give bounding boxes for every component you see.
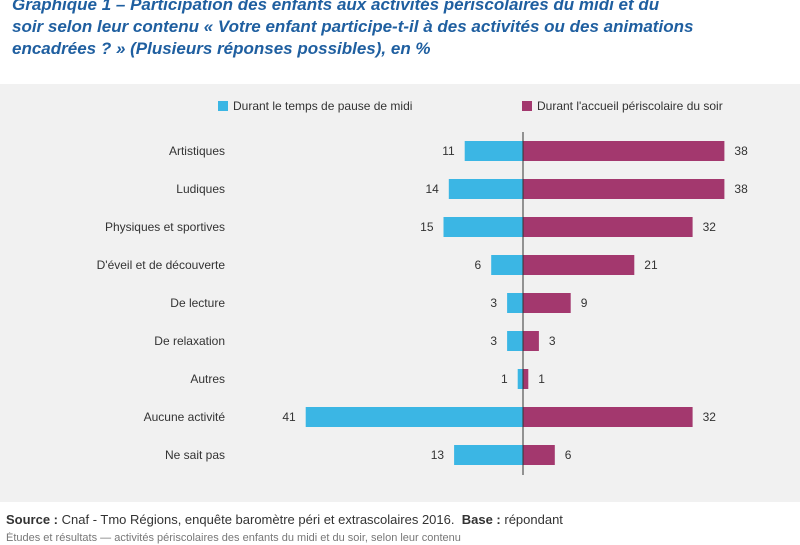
legend-label-soir: Durant l'accueil périscolaire du soir: [537, 99, 723, 113]
bar-midi: [507, 331, 523, 351]
base-label: Base :: [461, 512, 501, 527]
data-label-soir: 32: [703, 220, 717, 234]
bar-soir: [523, 293, 571, 313]
data-label-soir: 9: [581, 296, 588, 310]
base-text: répondant: [500, 512, 563, 527]
category-label: Autres: [190, 372, 225, 386]
data-label-soir: 38: [734, 144, 748, 158]
legend-swatch-soir: [522, 101, 532, 111]
category-label: Ludiques: [176, 182, 225, 196]
category-label: Artistiques: [169, 144, 225, 158]
bar-midi: [491, 255, 523, 275]
bar-midi: [454, 445, 523, 465]
data-label-midi: 15: [420, 220, 434, 234]
bar-soir: [523, 331, 539, 351]
data-label-midi: 11: [442, 144, 455, 158]
category-label: Ne sait pas: [165, 448, 225, 462]
bar-midi: [507, 293, 523, 313]
bar-midi: [443, 217, 523, 237]
title-line-1: Graphique 1 – Participation des enfants …: [12, 0, 660, 14]
category-label: De relaxation: [154, 334, 225, 348]
data-label-midi: 41: [282, 410, 296, 424]
title-line-2: soir selon leur contenu « Votre enfant p…: [12, 17, 694, 36]
legend-label-midi: Durant le temps de pause de midi: [233, 99, 412, 113]
bar-soir: [523, 217, 693, 237]
title-line-3: encadrées ? » (Plusieurs réponses possib…: [12, 39, 431, 58]
bar-midi: [517, 369, 523, 389]
data-label-soir: 3: [549, 334, 556, 348]
data-label-soir: 21: [644, 258, 658, 272]
source-text: Cnaf - Tmo Régions, enquête baromètre pé…: [58, 512, 455, 527]
source-note: Source : Cnaf - Tmo Régions, enquête bar…: [6, 512, 800, 527]
bar-soir: [523, 369, 529, 389]
footer-line-2: Études et résultats — activités périscol…: [6, 532, 461, 544]
data-label-midi: 3: [490, 296, 497, 310]
data-label-midi: 6: [475, 258, 482, 272]
bar-soir: [523, 179, 725, 199]
data-label-soir: 6: [565, 448, 572, 462]
category-label: D'éveil et de découverte: [97, 258, 226, 272]
bar-soir: [523, 141, 725, 161]
diverging-bar-chart: Durant le temps de pause de midi Durant l…: [97, 99, 748, 475]
bar-midi: [464, 141, 523, 161]
category-label: De lecture: [170, 296, 225, 310]
chart-panel: Durant le temps de pause de midi Durant l…: [0, 84, 800, 502]
bar-midi: [305, 407, 523, 427]
data-label-midi: 13: [431, 448, 445, 462]
legend-swatch-midi: [218, 101, 228, 111]
data-label-midi: 14: [425, 182, 439, 196]
bar-soir: [523, 255, 635, 275]
source-label: Source :: [6, 512, 59, 527]
data-label-midi: 3: [490, 334, 497, 348]
data-label-soir: 1: [538, 372, 545, 386]
data-label-midi: 1: [501, 372, 508, 386]
bar-soir: [523, 445, 555, 465]
bar-midi: [448, 179, 523, 199]
data-label-soir: 38: [734, 182, 748, 196]
category-label: Physiques et sportives: [105, 220, 225, 234]
chart-title: Graphique 1 – Participation des enfants …: [12, 0, 800, 60]
category-label: Aucune activité: [144, 410, 226, 424]
data-label-soir: 32: [703, 410, 717, 424]
bar-soir: [523, 407, 693, 427]
